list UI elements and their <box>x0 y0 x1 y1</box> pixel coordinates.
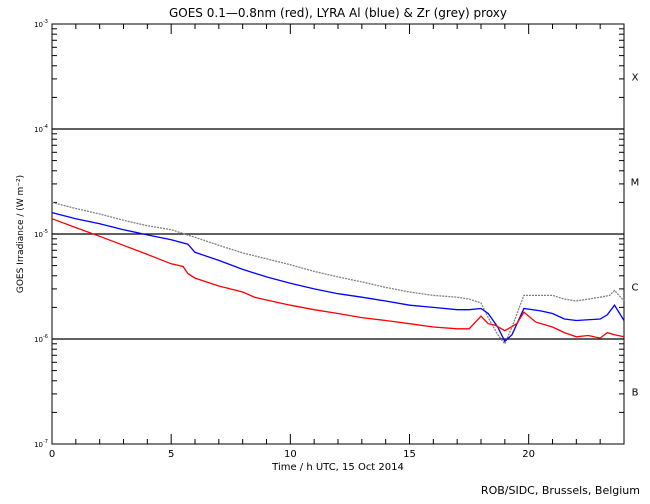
y-tick-label: 10-3 <box>34 19 48 29</box>
flare-class-label-B: B <box>632 388 639 399</box>
x-tick-label: 5 <box>168 449 174 460</box>
x-tick-label: 15 <box>403 449 416 460</box>
x-axis-label: Time / h UTC, 15 Oct 2014 <box>271 462 404 473</box>
y-tick-label: 10-5 <box>34 229 48 239</box>
y-tick-label: 10-6 <box>34 334 48 344</box>
chart-title: GOES 0.1—0.8nm (red), LYRA Al (blue) & Z… <box>169 6 507 20</box>
y-tick-label: 10-7 <box>34 439 48 449</box>
series-line-goes-0-1-0-8nm <box>51 218 625 339</box>
footer-credit: ROB/SIDC, Brussels, Belgium <box>481 484 640 497</box>
flare-class-label-C: C <box>632 283 639 294</box>
series-line-lyra-al-proxy <box>51 211 625 343</box>
flare-class-label-M: M <box>631 178 640 189</box>
y-tick-label: 10-4 <box>34 124 48 134</box>
x-tick-label: 20 <box>522 449 535 460</box>
x-tick-label: 10 <box>284 449 297 460</box>
series-line-lyra-zr-proxy <box>51 201 625 346</box>
y-axis-label: GOES Irradiance / (W m⁻²) <box>16 175 26 293</box>
flare-class-label-X: X <box>632 73 639 84</box>
x-tick-label: 0 <box>49 449 55 460</box>
